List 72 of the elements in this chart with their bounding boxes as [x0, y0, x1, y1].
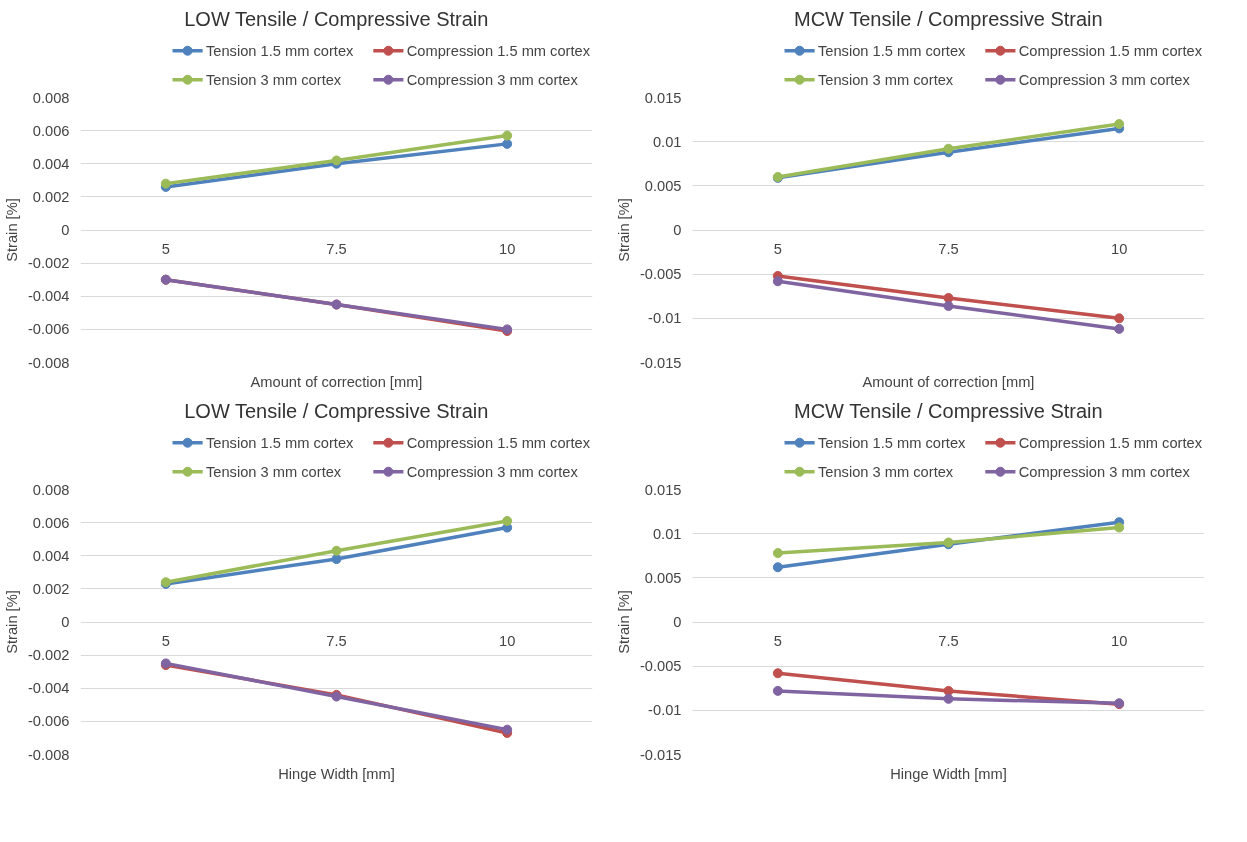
legend-label: Tension 3 mm cortex [817, 71, 954, 88]
x-axis-title: Hinge Width [mm] [278, 765, 395, 782]
x-axis-title: Amount of correction [mm] [862, 373, 1035, 390]
x-tick-label: 7.5 [326, 633, 347, 649]
y-axis-title: Strain [%] [3, 590, 20, 654]
x-tick-label: 5 [161, 633, 170, 649]
x-tick-label: 10 [1111, 633, 1128, 649]
y-tick-label: 0.008 [32, 89, 70, 106]
y-tick-label: -0.004 [27, 680, 70, 697]
legend-label: Compression 1.5 mm cortex [1018, 434, 1203, 451]
y-axis-title: Strain [%] [615, 590, 632, 654]
x-tick-label: 10 [499, 241, 516, 257]
y-tick-label: 0.006 [32, 514, 70, 531]
y-tick-label: -0.004 [27, 288, 70, 305]
legend-label: Tension 1.5 mm cortex [817, 42, 967, 59]
y-tick-label: 0.002 [32, 580, 70, 597]
y-tick-label: -0.002 [27, 255, 70, 272]
legend-label: Compression 1.5 mm cortex [406, 434, 591, 451]
chart-title: LOW Tensile / Compressive Strain [184, 399, 489, 422]
legend-label: Tension 3 mm cortex [205, 463, 342, 480]
y-tick-label: -0.006 [27, 713, 70, 730]
x-tick-label: 5 [773, 241, 782, 257]
y-tick-label: -0.008 [27, 354, 70, 371]
x-tick-label: 5 [773, 633, 782, 649]
y-tick-label: 0 [673, 614, 682, 630]
legend-label: Compression 3 mm cortex [1018, 71, 1191, 88]
y-tick-label: -0.002 [27, 647, 70, 664]
x-tick-label: 7.5 [326, 241, 347, 257]
y-tick-label: -0.015 [639, 354, 682, 371]
chart-title: LOW Tensile / Compressive Strain [184, 7, 489, 30]
legend-label: Compression 3 mm cortex [406, 463, 579, 480]
y-tick-label: -0.005 [639, 658, 682, 675]
y-tick-label: 0.006 [32, 122, 70, 139]
y-tick-label: 0 [61, 222, 70, 238]
legend-label: Tension 3 mm cortex [205, 71, 342, 88]
legend-label: Tension 1.5 mm cortex [205, 42, 355, 59]
y-tick-label: 0.004 [32, 155, 70, 172]
legend-label: Compression 3 mm cortex [1018, 463, 1191, 480]
y-tick-label: -0.005 [639, 266, 682, 283]
chart-title: MCW Tensile / Compressive Strain [794, 7, 1103, 30]
y-tick-label: -0.008 [27, 746, 70, 763]
y-tick-label: 0.004 [32, 547, 70, 564]
legend-label: Tension 1.5 mm cortex [205, 434, 355, 451]
y-tick-label: -0.01 [648, 310, 682, 327]
x-axis-title: Hinge Width [mm] [890, 765, 1007, 782]
legend-label: Compression 1.5 mm cortex [1018, 42, 1203, 59]
y-tick-label: 0.015 [644, 481, 682, 498]
y-tick-label: 0.015 [644, 89, 682, 106]
y-tick-label: 0 [61, 614, 70, 630]
legend-label: Tension 1.5 mm cortex [817, 434, 967, 451]
y-axis-title: Strain [%] [3, 198, 20, 262]
x-tick-label: 10 [1111, 241, 1128, 257]
x-tick-label: 7.5 [938, 241, 959, 257]
x-tick-label: 5 [161, 241, 170, 257]
chart-title: MCW Tensile / Compressive Strain [794, 399, 1103, 422]
legend-label: Tension 3 mm cortex [817, 463, 954, 480]
y-axis-title: Strain [%] [615, 198, 632, 262]
y-tick-label: 0.008 [32, 481, 70, 498]
legend-label: Compression 1.5 mm cortex [406, 42, 591, 59]
legend-label: Compression 3 mm cortex [406, 71, 579, 88]
y-tick-label: 0.005 [644, 177, 682, 194]
y-tick-label: 0.002 [32, 188, 70, 205]
y-tick-label: -0.015 [639, 746, 682, 763]
y-tick-label: 0 [673, 222, 682, 238]
y-tick-label: -0.01 [648, 702, 682, 719]
x-axis-title: Amount of correction [mm] [250, 373, 423, 390]
y-tick-label: -0.006 [27, 321, 70, 338]
y-tick-label: 0.01 [652, 525, 682, 542]
x-tick-label: 10 [499, 633, 516, 649]
y-tick-label: 0.005 [644, 569, 682, 586]
y-tick-label: 0.01 [652, 133, 682, 150]
x-tick-label: 7.5 [938, 633, 959, 649]
